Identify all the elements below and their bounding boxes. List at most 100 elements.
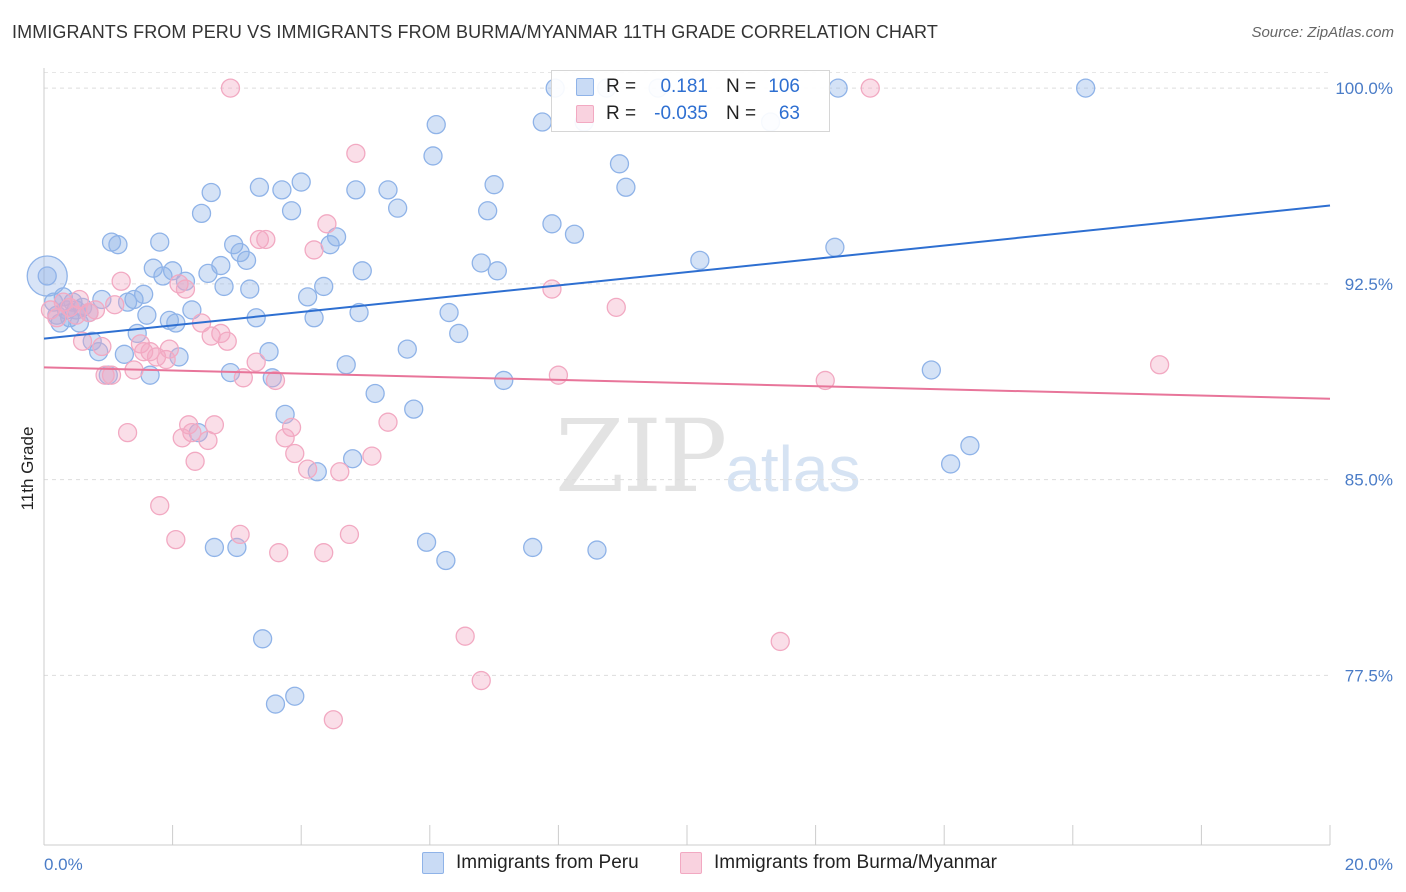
peru-point	[564, 224, 585, 244]
legend-label-burma: Immigrants from Burma/Myanmar	[714, 852, 997, 873]
burma-point	[169, 274, 189, 294]
peru-point	[304, 308, 324, 328]
legend-item-burma[interactable]: Immigrants from Burma/Myanmar	[680, 852, 997, 874]
peru-point	[439, 302, 459, 323]
peru-point	[436, 550, 456, 571]
axes-layer	[43, 68, 1331, 846]
burma-point	[249, 229, 270, 250]
x-tick-label: 0.0%	[44, 855, 83, 874]
source-label: Source: ZipAtlas.com	[1251, 24, 1394, 41]
peru-point	[166, 313, 186, 333]
legend-n-value: 106	[768, 76, 800, 97]
burma-point	[211, 323, 231, 344]
burma-point	[281, 417, 302, 438]
legend-item-peru[interactable]: Immigrants from Peru	[422, 852, 639, 874]
peru-point	[108, 235, 128, 255]
peru-point	[134, 284, 154, 304]
peru-point	[960, 436, 980, 456]
burma-point	[1149, 355, 1170, 375]
peru-point	[291, 172, 311, 192]
peru-point	[940, 454, 961, 474]
burma-point	[156, 349, 176, 370]
peru-point	[297, 287, 318, 307]
peru-point	[346, 180, 366, 200]
burma-point	[317, 214, 337, 234]
burma-point	[548, 365, 569, 385]
burma-point	[297, 459, 318, 479]
burma-point	[455, 626, 475, 646]
peru-point	[249, 177, 270, 197]
burma-point	[69, 289, 90, 310]
burma-point	[362, 446, 382, 466]
peru-point	[690, 250, 710, 271]
points-layer	[26, 78, 1170, 730]
peru-point	[252, 629, 273, 649]
peru-point	[236, 250, 257, 271]
burma-point	[471, 670, 491, 691]
legend-n-value: 63	[778, 103, 800, 124]
chart-title: IMMIGRANTS FROM PERU VS IMMIGRANTS FROM …	[12, 22, 938, 42]
burma-point	[815, 370, 835, 391]
burma-point	[60, 297, 80, 317]
peru-point	[397, 339, 417, 359]
peru-point	[326, 227, 347, 247]
peru-point	[349, 302, 369, 323]
peru-point	[143, 258, 163, 278]
burma-point	[542, 279, 562, 299]
burma-point	[339, 524, 360, 545]
burma-point	[275, 428, 295, 448]
stats-legend: R = 0.181 N = 106 R = -0.035 N = 63	[551, 70, 830, 132]
peru-point	[37, 266, 57, 286]
legend-r-label: R =	[606, 103, 637, 124]
watermark-zip: ZIP	[555, 398, 727, 515]
burma-point	[256, 229, 276, 250]
peru-point	[240, 279, 260, 299]
burma-point	[111, 271, 131, 291]
burma-point	[53, 292, 73, 312]
peru-point	[825, 237, 845, 257]
peru-point	[201, 182, 221, 203]
peru-point	[484, 175, 504, 195]
peru-point	[587, 540, 607, 560]
y-tick-label: 100.0%	[1335, 79, 1393, 98]
burma-point	[72, 331, 93, 351]
peru-point	[89, 342, 109, 362]
peru-point	[137, 305, 157, 325]
peru-point	[182, 300, 202, 320]
peru-point	[378, 180, 398, 200]
burma-point	[246, 352, 266, 372]
peru-point	[153, 266, 173, 286]
burma-point	[117, 422, 138, 443]
y-tick-label: 85.0%	[1345, 471, 1393, 490]
peru-point	[387, 198, 408, 218]
burma-point	[265, 370, 286, 391]
peru-point	[150, 232, 170, 252]
legend-swatch-peru	[422, 852, 444, 874]
legend-n-label: N =	[726, 76, 757, 97]
peru-point	[449, 323, 469, 344]
peru-point	[523, 537, 543, 558]
peru-point	[1076, 78, 1096, 98]
legend-n-label: N =	[726, 103, 757, 124]
burma-point	[95, 365, 115, 385]
burma-point	[92, 336, 112, 357]
burma-point	[314, 543, 334, 563]
burma-point	[606, 297, 626, 317]
legend-swatch-burma	[680, 852, 702, 874]
legend-row-burma: R = -0.035 N = 63	[576, 102, 800, 126]
peru-point	[281, 201, 302, 221]
peru-point	[494, 370, 514, 391]
burma-point	[346, 143, 366, 164]
legend-r-value: -0.035	[654, 103, 708, 124]
peru-point	[314, 276, 334, 297]
peru-trend-line	[43, 204, 1331, 340]
burma-point	[204, 415, 225, 435]
peru-point	[471, 253, 491, 273]
burma-point	[217, 331, 237, 351]
y-tick-label: 92.5%	[1345, 275, 1393, 294]
burma-point	[304, 240, 324, 260]
peru-point	[336, 355, 356, 375]
peru-point-cluster	[26, 255, 68, 297]
burma-trend-line	[43, 366, 1331, 400]
burma-point	[101, 365, 122, 385]
